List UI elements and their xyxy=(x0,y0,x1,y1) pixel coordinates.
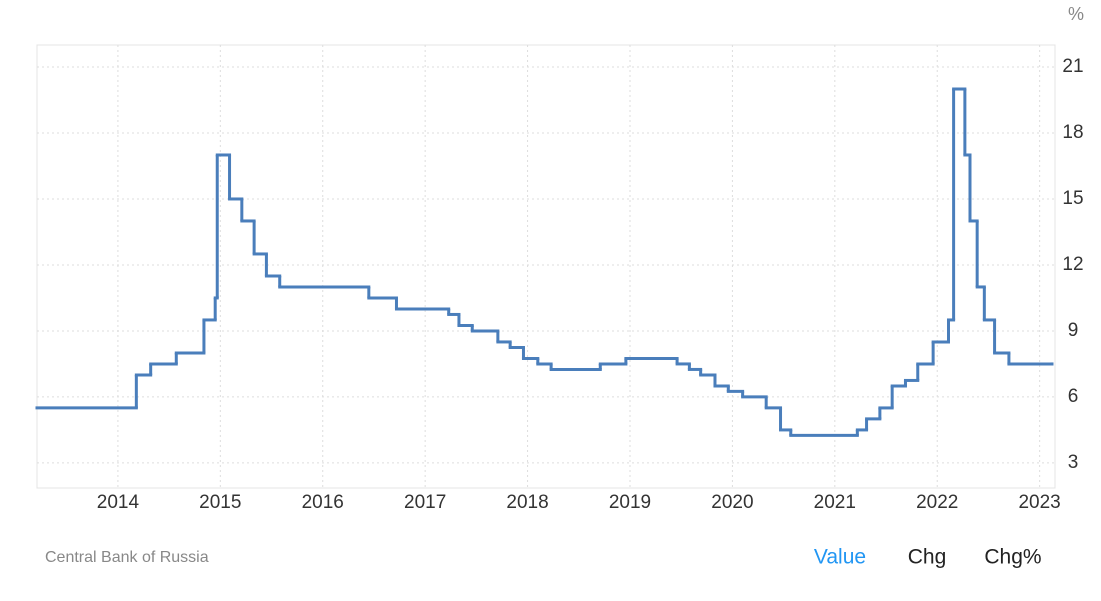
y-tick-label: 15 xyxy=(1062,188,1083,209)
x-tick-label: 2020 xyxy=(711,492,753,513)
unit-label: % xyxy=(1068,4,1084,24)
x-tick-label: 2015 xyxy=(199,492,241,513)
x-tick-label: 2017 xyxy=(404,492,446,513)
plot-border xyxy=(36,44,1056,489)
y-tick-label: 6 xyxy=(1068,386,1079,407)
x-tick-label: 2022 xyxy=(916,492,958,513)
tab-chg[interactable]: Chg xyxy=(908,546,947,569)
tab-value[interactable]: Value xyxy=(814,546,866,569)
y-tick-label: 12 xyxy=(1062,254,1083,275)
x-tick-label: 2019 xyxy=(609,492,651,513)
tab-chg-pct[interactable]: Chg% xyxy=(984,546,1041,569)
y-tick-label: 3 xyxy=(1068,452,1079,473)
source: Central Bank of Russia xyxy=(45,549,209,566)
x-tick-label: 2018 xyxy=(506,492,548,513)
x-tick-label: 2023 xyxy=(1018,492,1060,513)
y-tick-label: 18 xyxy=(1062,122,1083,143)
x-tick-label: 2021 xyxy=(814,492,856,513)
y-tick-label: 9 xyxy=(1068,320,1079,341)
x-tick-label: 2016 xyxy=(302,492,344,513)
x-tick-label: 2014 xyxy=(97,492,140,513)
y-tick-label: 21 xyxy=(1062,56,1083,77)
